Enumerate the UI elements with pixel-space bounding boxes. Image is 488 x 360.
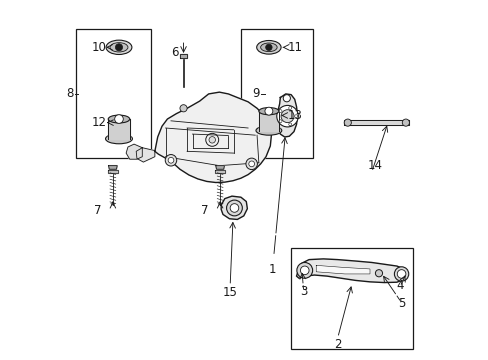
Circle shape (394, 267, 408, 281)
Ellipse shape (260, 43, 277, 51)
Circle shape (265, 44, 271, 50)
Polygon shape (126, 144, 142, 159)
Circle shape (245, 158, 257, 170)
Circle shape (279, 120, 282, 123)
Text: 13: 13 (286, 109, 302, 122)
Text: 7: 7 (200, 204, 208, 217)
Circle shape (375, 270, 382, 277)
Circle shape (168, 157, 174, 163)
Polygon shape (108, 166, 117, 169)
Ellipse shape (255, 126, 281, 135)
Circle shape (281, 110, 293, 123)
Circle shape (115, 115, 123, 123)
Ellipse shape (256, 41, 281, 54)
Bar (290, 248, 412, 348)
Ellipse shape (258, 108, 278, 115)
Circle shape (208, 136, 215, 143)
Text: 1: 1 (268, 263, 276, 276)
Text: 12: 12 (92, 116, 106, 129)
Circle shape (248, 161, 254, 167)
Circle shape (264, 107, 272, 115)
Circle shape (396, 270, 405, 278)
Text: 3: 3 (299, 285, 307, 298)
Polygon shape (221, 196, 247, 220)
Ellipse shape (105, 134, 132, 144)
Circle shape (300, 266, 308, 275)
Circle shape (279, 110, 282, 113)
Polygon shape (108, 119, 129, 139)
Polygon shape (258, 111, 278, 131)
Ellipse shape (106, 40, 132, 54)
Circle shape (283, 95, 290, 102)
Text: 9: 9 (252, 87, 259, 100)
Circle shape (402, 119, 408, 126)
Circle shape (226, 200, 242, 216)
Circle shape (294, 115, 297, 118)
Circle shape (276, 105, 298, 127)
Text: 4: 4 (396, 279, 404, 292)
Polygon shape (180, 54, 187, 58)
Text: 10: 10 (92, 41, 106, 54)
Polygon shape (155, 92, 271, 183)
Ellipse shape (108, 115, 129, 123)
Circle shape (115, 44, 122, 51)
Polygon shape (296, 259, 405, 283)
Text: 11: 11 (286, 41, 302, 54)
Text: 7: 7 (94, 204, 101, 217)
Text: 5: 5 (398, 297, 405, 310)
Text: 6: 6 (170, 46, 178, 59)
Polygon shape (215, 166, 224, 169)
Circle shape (230, 204, 238, 212)
Polygon shape (344, 120, 408, 126)
Circle shape (344, 119, 351, 126)
Polygon shape (136, 148, 155, 162)
Polygon shape (276, 94, 297, 137)
Text: 8: 8 (66, 87, 73, 100)
Text: 15: 15 (222, 287, 237, 300)
Circle shape (165, 154, 176, 166)
Circle shape (288, 123, 291, 126)
Ellipse shape (110, 42, 128, 52)
Circle shape (288, 107, 291, 109)
Polygon shape (108, 170, 118, 173)
Bar (241, 30, 312, 158)
Text: 2: 2 (333, 338, 341, 351)
Circle shape (180, 105, 187, 112)
Polygon shape (215, 170, 224, 173)
Bar (76, 30, 151, 158)
Text: 14: 14 (367, 159, 382, 172)
Circle shape (296, 262, 312, 278)
Polygon shape (316, 265, 369, 274)
